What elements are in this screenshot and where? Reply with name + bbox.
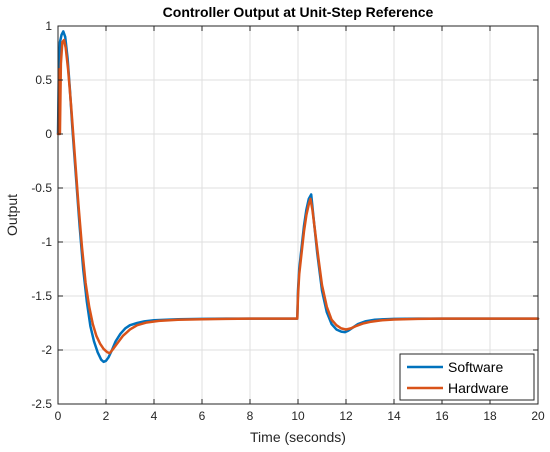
x-tick-label: 8 [247,409,254,423]
tick-marks [57,25,539,405]
legend-box [399,353,535,401]
y-tick-label: 1 [45,19,52,33]
chart-title: Controller Output at Unit-Step Reference [163,4,434,20]
legend-label-software: Software [448,359,503,375]
y-tick-label: 0 [45,127,52,141]
y-tick-labels: -2.5 -2 -1.5 -1 -0.5 0 0.5 1 [31,19,52,411]
x-axis-label: Time (seconds) [250,429,346,445]
x-tick-label: 14 [387,409,401,423]
y-tick-label: -2 [41,343,52,357]
legend-label-hardware: Hardware [448,380,509,396]
y-tick-label: -2.5 [31,397,52,411]
y-tick-label: -0.5 [31,181,52,195]
x-tick-label: 0 [55,409,62,423]
x-tick-label: 16 [435,409,449,423]
x-tick-label: 2 [103,409,110,423]
y-tick-label: -1 [41,235,52,249]
x-tick-label: 20 [531,409,545,423]
x-tick-label: 12 [339,409,353,423]
series-layer [56,30,540,364]
series-line-hardware [56,38,540,355]
x-tick-label: 18 [483,409,497,423]
x-tick-label: 6 [199,409,206,423]
y-axis-label: Output [4,194,20,236]
legend: Software Hardware [399,353,535,401]
x-tick-label: 4 [151,409,158,423]
x-tick-labels: 0 2 4 6 8 10 12 14 16 18 20 [55,409,545,423]
y-tick-label: 0.5 [35,73,52,87]
x-tick-label: 10 [291,409,305,423]
y-tick-label: -1.5 [31,289,52,303]
